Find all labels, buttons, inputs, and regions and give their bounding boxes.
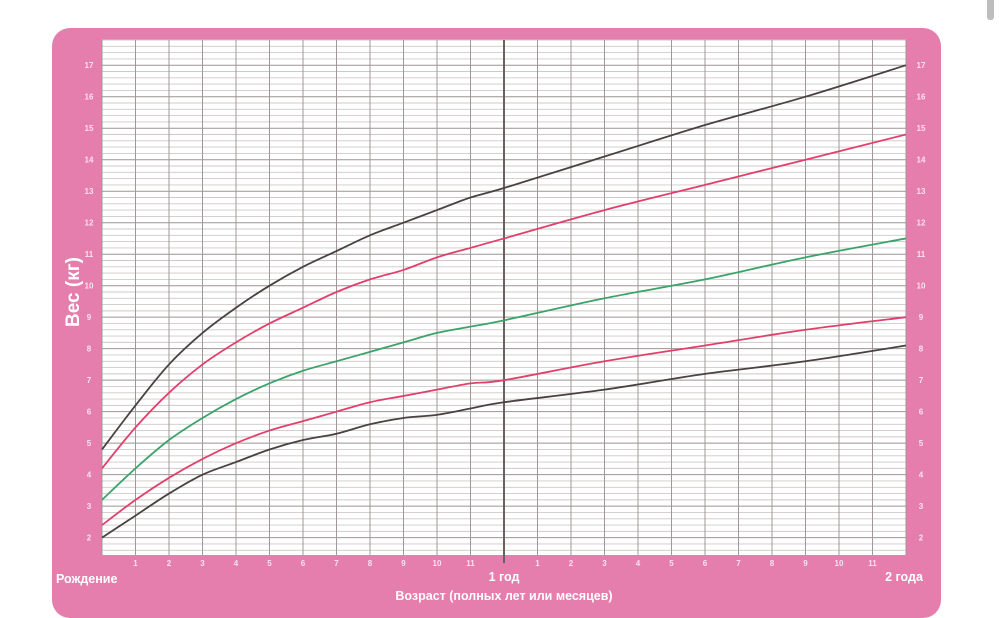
x-tick-label: 11	[466, 559, 475, 568]
y-tick-label-right: 9	[919, 313, 924, 322]
growth-curve-4	[101, 316, 907, 526]
x-tick-label: 10	[433, 559, 442, 568]
y-tick-label-left: 11	[85, 250, 94, 259]
x-tick-label: 5	[669, 559, 674, 568]
x-tick-label: 7	[736, 559, 741, 568]
y-tick-label-left: 8	[87, 345, 92, 354]
y-tick-label-right: 15	[917, 124, 926, 133]
curves	[101, 64, 907, 539]
y-tick-label-right: 3	[919, 502, 924, 511]
y-tick-label-left: 15	[85, 124, 94, 133]
x-tick-label: 6	[703, 559, 708, 568]
y-tick-label-left: 10	[85, 282, 94, 291]
x-tick-label: 8	[770, 559, 775, 568]
y-tick-label-left: 14	[85, 156, 94, 165]
x-tick-label: 2	[569, 559, 574, 568]
x-start-label: Рождение	[56, 572, 117, 586]
x-tick-label: 6	[301, 559, 306, 568]
x-year-label-2: 2 года	[885, 570, 924, 584]
y-tick-label-left: 6	[87, 408, 92, 417]
y-tick-label-right: 2	[919, 534, 924, 543]
x-tick-label: 4	[234, 559, 239, 568]
y-tick-label-right: 14	[917, 156, 926, 165]
y-tick-label-right: 12	[917, 219, 926, 228]
x-tick-label: 3	[200, 559, 205, 568]
y-tick-label-left: 3	[87, 502, 92, 511]
y-tick-label-left: 17	[85, 61, 94, 70]
y-tick-label-left: 9	[87, 313, 92, 322]
y-tick-label-left: 4	[87, 471, 92, 480]
y-tick-label-right: 17	[917, 61, 926, 70]
y-axis-label: Вес (кг)	[63, 257, 84, 327]
x-tick-label: 7	[334, 559, 339, 568]
growth-curve-5	[101, 344, 907, 539]
y-tick-label-right: 5	[919, 439, 924, 448]
x-year-label-1: 1 год	[489, 570, 520, 584]
x-tick-label: 2	[167, 559, 172, 568]
growth-curve-1	[101, 64, 907, 451]
growth-curve-3	[101, 237, 907, 501]
y-tick-label-left: 2	[87, 534, 92, 543]
x-tick-label: 11	[868, 559, 877, 568]
grid	[101, 39, 907, 563]
y-tick-label-left: 7	[87, 376, 92, 385]
x-tick-label: 1	[133, 559, 138, 568]
y-tick-label-left: 5	[87, 439, 92, 448]
y-tick-label-right: 6	[919, 408, 924, 417]
y-tick-label-right: 16	[917, 93, 926, 102]
x-tick-label: 4	[636, 559, 641, 568]
x-tick-label: 8	[368, 559, 373, 568]
x-tick-label: 9	[401, 559, 406, 568]
y-tick-label-left: 12	[85, 219, 94, 228]
y-tick-label-right: 11	[917, 250, 926, 259]
x-tick-label: 9	[803, 559, 808, 568]
axis-labels: Вес (кг) Рождение 1 год 2 года Возраст (…	[56, 61, 926, 603]
y-tick-label-left: 13	[85, 187, 94, 196]
x-tick-label: 3	[602, 559, 607, 568]
y-tick-label-right: 4	[919, 471, 924, 480]
x-tick-label: 5	[267, 559, 272, 568]
x-axis-label: Возраст (полных лет или месяцев)	[395, 589, 612, 603]
y-tick-label-left: 16	[85, 93, 94, 102]
x-tick-label: 1	[535, 559, 540, 568]
y-tick-label-right: 10	[917, 282, 926, 291]
growth-curve-2	[101, 133, 907, 469]
scrollbar-thumb[interactable]	[987, 0, 994, 20]
y-tick-label-right: 7	[919, 376, 924, 385]
y-tick-label-right: 8	[919, 345, 924, 354]
y-tick-label-right: 13	[917, 187, 926, 196]
x-tick-label: 10	[835, 559, 844, 568]
